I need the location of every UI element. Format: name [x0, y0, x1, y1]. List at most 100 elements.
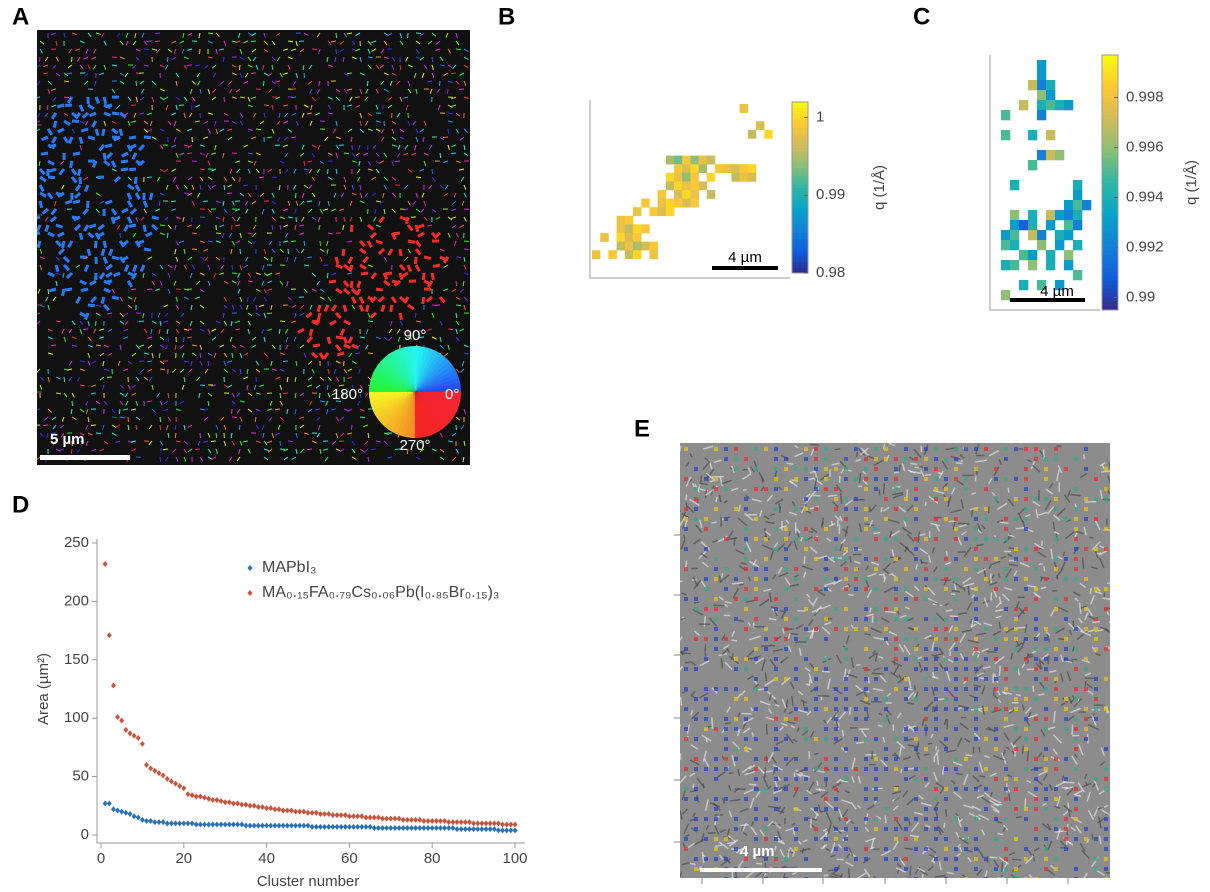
colorbar-step: [1102, 161, 1118, 166]
orientation-stroke: [41, 153, 48, 154]
heatmap-cell: [707, 190, 716, 199]
overlay-dot: [934, 837, 938, 841]
orientation-stroke: [288, 249, 289, 254]
scatter-point: [111, 682, 116, 688]
overlay-dot: [824, 757, 828, 761]
overlay-dot: [1044, 807, 1048, 811]
overlay-dot: [954, 627, 958, 631]
overlay-dot: [714, 577, 718, 581]
overlay-dot: [684, 507, 688, 511]
colorbar-step: [792, 242, 808, 245]
overlay-dot: [704, 607, 708, 611]
overlay-dot: [954, 687, 958, 691]
orientation-stroke: [313, 345, 320, 346]
overlay-dot: [924, 827, 928, 831]
overlay-dot: [714, 607, 718, 611]
overlay-dot: [754, 537, 758, 541]
overlay-dot: [924, 807, 928, 811]
orientation-stroke: [376, 241, 383, 243]
overlay-dot: [1034, 627, 1038, 631]
overlay-dot: [1034, 697, 1038, 701]
overlay-dot: [864, 797, 868, 801]
overlay-dot: [824, 707, 828, 711]
orientation-stroke: [304, 161, 305, 166]
heatmap-cell: [649, 242, 658, 251]
orientation-stroke: [131, 289, 136, 290]
overlay-dot: [1054, 627, 1058, 631]
overlay-dot: [814, 767, 818, 771]
overlay-dot: [714, 797, 718, 801]
colorbar-step: [1102, 76, 1118, 81]
heatmap-cell: [682, 199, 691, 208]
overlay-dot: [734, 847, 738, 851]
overlay-dot: [754, 767, 758, 771]
heatmap-cell: [633, 224, 642, 233]
overlay-dot: [1094, 707, 1098, 711]
overlay-dot: [1054, 497, 1058, 501]
orientation-stroke: [313, 321, 320, 322]
overlay-dot: [744, 607, 748, 611]
overlay-dot: [964, 847, 968, 851]
overlay-dot: [694, 597, 698, 601]
overlay-dot: [874, 557, 878, 561]
overlay-dot: [824, 777, 828, 781]
overlay-dot: [774, 857, 778, 861]
colorbar-step: [1102, 136, 1118, 141]
texture-stroke: [997, 834, 1003, 835]
overlay-dot: [854, 447, 858, 451]
texture-stroke: [1055, 877, 1057, 886]
texture-stroke: [819, 788, 820, 792]
overlay-dot: [1094, 677, 1098, 681]
overlay-dot: [694, 857, 698, 861]
overlay-dot: [814, 707, 818, 711]
overlay-dot: [934, 467, 938, 471]
overlay-dot: [734, 507, 738, 511]
texture-stroke: [1009, 794, 1010, 801]
texture-stroke: [722, 573, 723, 578]
heatmap-cell: [674, 156, 683, 165]
overlay-dot: [754, 617, 758, 621]
overlay-dot: [874, 797, 878, 801]
overlay-dot: [684, 547, 688, 551]
overlay-dot: [914, 877, 918, 881]
texture-stroke: [835, 449, 841, 450]
orientation-stroke: [49, 289, 56, 291]
overlay-dot: [1044, 727, 1048, 731]
overlay-dot: [684, 767, 688, 771]
overlay-dot: [924, 617, 928, 621]
scatter-point: [111, 806, 116, 812]
overlay-dot: [884, 607, 888, 611]
overlay-dot: [874, 677, 878, 681]
overlay-dot: [774, 717, 778, 721]
texture-stroke: [676, 725, 681, 731]
orientation-stroke: [400, 313, 401, 320]
overlay-dot: [834, 837, 838, 841]
orientation-stroke: [295, 193, 296, 198]
orientation-stroke: [71, 161, 72, 168]
scatter-point: [492, 826, 497, 832]
overlay-dot: [1074, 457, 1078, 461]
texture-stroke: [1002, 863, 1003, 873]
overlay-dot: [954, 447, 958, 451]
overlay-dot: [904, 677, 908, 681]
overlay-dot: [964, 787, 968, 791]
orientation-stroke: [416, 177, 421, 178]
overlay-dot: [834, 627, 838, 631]
orientation-stroke: [88, 305, 95, 306]
heatmap-cell: [740, 173, 749, 182]
overlay-dot: [934, 627, 938, 631]
texture-stroke: [905, 848, 913, 849]
orientation-stroke: [152, 217, 159, 219]
heatmap-cell: [1019, 100, 1028, 110]
colorbar-step: [792, 256, 808, 259]
overlay-dot: [714, 637, 718, 641]
overlay-dot: [1094, 637, 1098, 641]
orientation-stroke: [440, 153, 441, 158]
overlay-dot: [1014, 777, 1018, 781]
overlay-dot: [1044, 657, 1048, 661]
y-axis-label: Area (µm²): [35, 653, 52, 725]
overlay-dot: [974, 557, 978, 561]
scatter-point: [136, 814, 141, 820]
